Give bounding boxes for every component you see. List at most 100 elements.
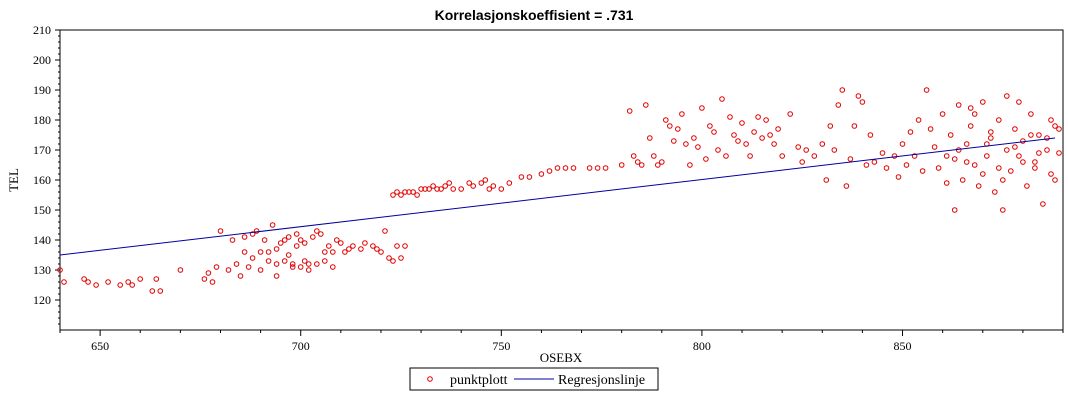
scatter-point [446, 180, 453, 186]
scatter-point [273, 261, 280, 267]
scatter-point [293, 243, 300, 249]
scatter-point [643, 102, 649, 108]
scatter-point [297, 264, 304, 270]
y-tick-label: 170 [33, 143, 51, 157]
scatter-point [586, 165, 593, 171]
scatter-point [233, 261, 240, 267]
scatter-point [715, 147, 721, 153]
scatter-point [811, 153, 818, 159]
scatter-point [1028, 132, 1034, 138]
scatter-point [362, 240, 368, 246]
scatter-point [310, 234, 316, 240]
scatter-point [988, 135, 994, 141]
scatter-point [915, 117, 922, 123]
scatter-point [863, 162, 870, 168]
scatter-point [229, 237, 236, 243]
scatter-point [847, 156, 854, 162]
scatter-point [538, 171, 545, 177]
scatter-point [655, 162, 661, 168]
scatter-point [257, 249, 264, 255]
scatter-point [675, 126, 681, 132]
scatter-point [679, 111, 685, 117]
scatter-point [959, 177, 966, 183]
scatter-point [911, 153, 918, 159]
scatter-point [314, 228, 320, 234]
scatter-point [835, 102, 842, 108]
scatter-point [382, 228, 388, 234]
y-tick-label: 140 [33, 233, 51, 247]
scatter-point [1004, 93, 1010, 99]
scatter-point [1000, 177, 1006, 183]
scatter-point [293, 231, 300, 237]
scatter-point [177, 267, 184, 273]
scatter-point [895, 174, 902, 180]
scatter-point [81, 276, 87, 282]
scatter-point [518, 174, 525, 180]
scatter-point [281, 237, 288, 243]
scatter-point [996, 117, 1002, 123]
scatter-point [955, 102, 962, 108]
scatter-point [426, 186, 432, 192]
regression-line-path [59, 137, 1056, 256]
scatter-point [823, 177, 830, 183]
scatter-point [213, 264, 220, 270]
scatter-point [466, 180, 473, 186]
scatter-point [711, 129, 717, 135]
legend-item-regresjonslinje: Regresjonslinje [558, 373, 645, 388]
scatter-point [269, 222, 276, 228]
scatter-point [346, 246, 352, 252]
scatter-point [434, 186, 440, 192]
scatter-point [322, 249, 328, 255]
scatter-point [727, 114, 733, 120]
scatter-point [971, 111, 978, 117]
scatter-point [297, 237, 304, 243]
scatter-point [767, 132, 773, 138]
scatter-point [831, 147, 838, 153]
scatter-point [506, 180, 513, 186]
scatter-point [907, 129, 914, 135]
scatter-point [1052, 177, 1058, 183]
scatter-point [394, 243, 400, 249]
scatter-point [249, 231, 256, 237]
scatter-point [301, 258, 308, 264]
scatter-point [903, 162, 910, 168]
scatter-point [105, 279, 111, 285]
scatter-point [241, 249, 248, 255]
scatter-point [301, 240, 308, 246]
scatter-point [394, 189, 400, 195]
scatter-point [350, 243, 356, 249]
scatter-point [410, 189, 416, 195]
scatter-point [137, 276, 143, 282]
scatter-point [687, 162, 693, 168]
scatter-point [871, 159, 878, 165]
scatter-point [1000, 207, 1006, 213]
x-tick-label: 700 [292, 339, 310, 353]
scatter-point [225, 267, 232, 273]
scatter-point [971, 162, 978, 168]
scatter-point [249, 255, 256, 261]
scatter-point [779, 153, 786, 159]
scatter-point [237, 273, 244, 279]
scatter-point [667, 123, 673, 129]
y-tick-label: 160 [33, 173, 51, 187]
scatter-point [1056, 150, 1062, 156]
scatter-point [261, 237, 268, 243]
scatter-point [943, 180, 950, 186]
scatter-point [967, 105, 974, 111]
scatter-point [992, 189, 998, 195]
scatter-point [318, 231, 324, 237]
scatter-point [342, 249, 348, 255]
y-tick-label: 130 [33, 263, 51, 277]
scatter-point [257, 267, 264, 273]
scatter-point [322, 258, 328, 264]
scatter-point [422, 186, 428, 192]
scatter-point [386, 255, 392, 261]
x-axis-label: OSEBX [540, 350, 583, 365]
scatter-point [703, 156, 709, 162]
scatter-point [201, 276, 208, 282]
legend: punktplott Regresjonslinje [409, 367, 659, 391]
scatter-point [57, 267, 63, 273]
scatter-point [314, 261, 320, 267]
scatter-point [743, 141, 749, 147]
scatter-point [277, 240, 284, 246]
